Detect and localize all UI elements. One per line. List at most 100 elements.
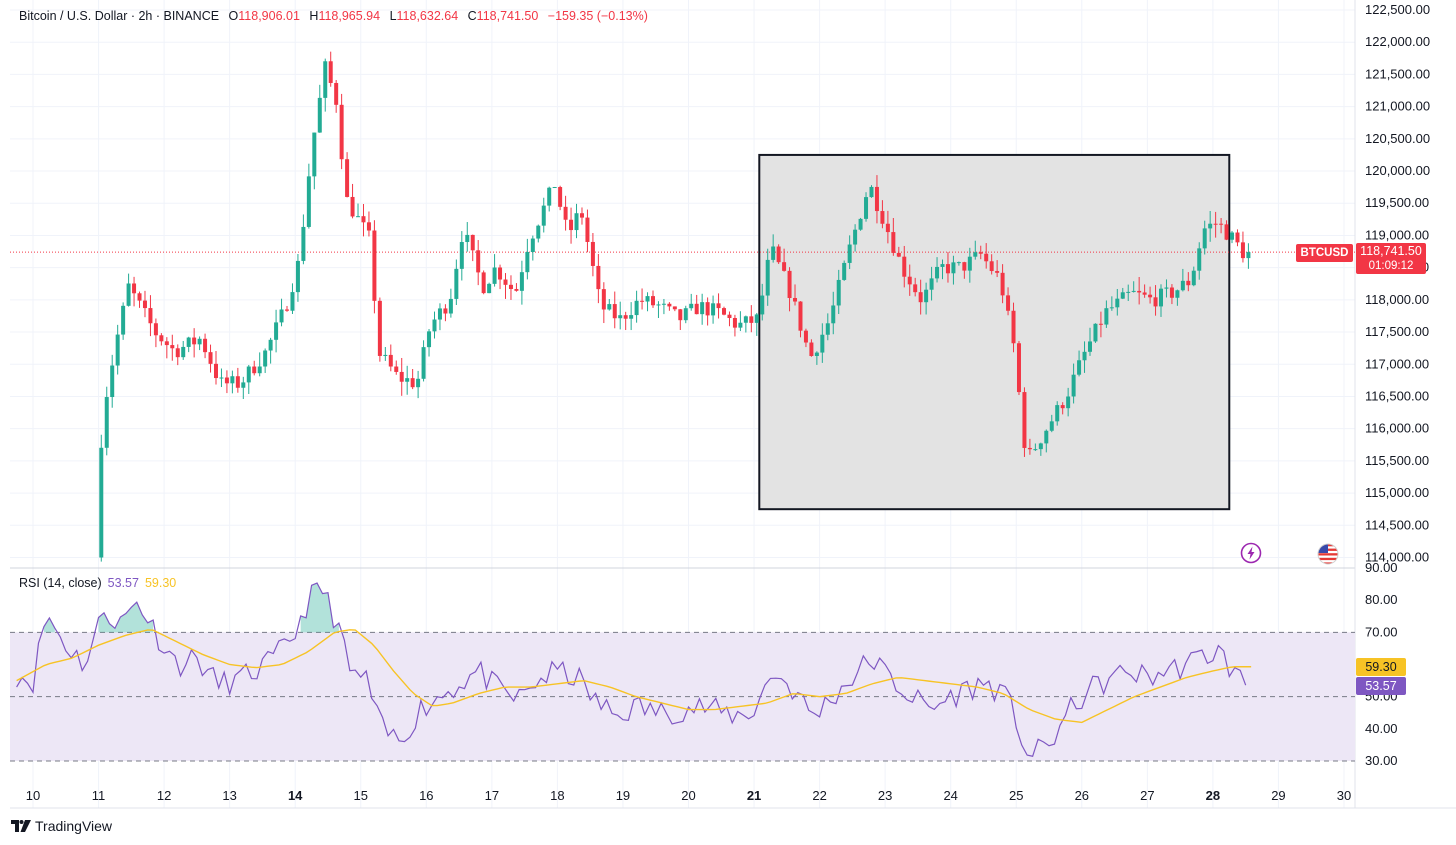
price-tick-label: 115,500.00 (1365, 453, 1429, 468)
candle-body (1213, 223, 1218, 225)
time-axis: 10 11 12 13 14 15 16 17 18 19 20 21 22 23 24 25 26 27 28 29… (26, 788, 1351, 803)
candle-body (1186, 280, 1191, 286)
candle-body (388, 354, 393, 367)
price-tick-label: 114,500.00 (1365, 517, 1429, 532)
candle-body (700, 302, 705, 315)
candle-body (306, 176, 311, 227)
time-tick-label: 11 (92, 788, 106, 803)
time-tick-label: 13 (222, 788, 236, 803)
candle-body (1148, 294, 1153, 298)
candle-body (951, 262, 956, 274)
candle-body (1098, 323, 1103, 325)
candle-body (99, 447, 104, 558)
high-value: 118,965.94 (318, 9, 381, 23)
candle-body (295, 260, 300, 293)
candle-body (1137, 290, 1142, 293)
candle-body (1077, 360, 1082, 375)
candle-body (1180, 280, 1185, 291)
candle-body (350, 196, 355, 217)
candle-body (274, 322, 279, 340)
candle-body (399, 371, 404, 382)
price-tick-label: 121,000.00 (1365, 99, 1430, 114)
candle-body (858, 218, 863, 230)
open-value: 118,906.01 (238, 9, 300, 23)
candle-body (541, 205, 546, 226)
candle-body (175, 348, 180, 358)
close-value: 118,741.50 (476, 9, 539, 23)
candle-body (1230, 232, 1235, 240)
candle-body (498, 267, 503, 280)
rsi-tick-label: 40.00 (1365, 721, 1398, 736)
candle-body (1071, 374, 1076, 397)
candle-body (1109, 307, 1114, 309)
candle-body (1159, 288, 1164, 307)
candle-body (219, 377, 224, 379)
candle-body (574, 213, 579, 231)
candle-body (208, 352, 213, 364)
high-label: H (309, 9, 319, 23)
candle-body (536, 225, 541, 239)
candle-body (683, 308, 688, 321)
candle-body (339, 104, 344, 160)
candle-body (186, 337, 191, 347)
candle-body (126, 283, 131, 306)
candle-body (372, 230, 377, 301)
open-label: O (228, 9, 239, 23)
candle-body (847, 244, 852, 263)
candle-body (623, 315, 628, 319)
candle-body (552, 187, 557, 189)
candle-body (1038, 443, 1043, 450)
candle-body (1197, 248, 1202, 271)
candle-body (525, 251, 530, 273)
price-axis: 122,500.00 122,000.00 121,500.00 121,000.00… (1365, 2, 1430, 565)
candle-body (945, 264, 950, 274)
candle-body (1093, 323, 1098, 342)
candle-body (689, 303, 694, 309)
price-tick-label: 119,500.00 (1365, 195, 1429, 210)
tradingview-brand[interactable]: TradingView (11, 818, 112, 834)
candle-body (820, 334, 825, 353)
candle-body (694, 303, 699, 315)
rsi-label[interactable]: RSI (14, close) (19, 576, 102, 590)
candle-body (1164, 287, 1169, 289)
time-tick-label: 28 (1206, 788, 1220, 803)
candle-body (279, 309, 284, 323)
price-tick-label: 122,500.00 (1365, 2, 1430, 17)
candle-body (984, 253, 989, 262)
candle-body (579, 213, 584, 218)
time-tick-label: 10 (26, 788, 40, 803)
candle-body (421, 347, 426, 379)
symbol-title[interactable]: Bitcoin / U.S. Dollar · 2h · BINANCE (19, 9, 220, 23)
candle-body (1022, 392, 1027, 448)
low-label: L (389, 9, 397, 23)
us-flag-icon[interactable] (1316, 542, 1339, 565)
candle-body (825, 323, 830, 335)
candle-body (1142, 292, 1147, 295)
candle-body (1033, 449, 1038, 451)
candle-body (366, 222, 371, 231)
candle-body (263, 350, 268, 367)
candle-body (290, 292, 295, 311)
candle-body (132, 283, 137, 294)
candle-body (115, 334, 120, 366)
time-tick-label: 27 (1140, 788, 1154, 803)
candle-body (1126, 291, 1131, 293)
time-tick-label: 15 (354, 788, 368, 803)
time-tick-label: 26 (1075, 788, 1089, 803)
lightning-icon[interactable] (1240, 542, 1262, 564)
candle-body (427, 331, 432, 348)
candle-body (1202, 228, 1207, 249)
bar-countdown: 01:09:12 (1368, 260, 1414, 272)
candle-body (590, 241, 595, 266)
time-tick-label: 20 (681, 788, 695, 803)
candle-body (1240, 242, 1245, 259)
candle-body (416, 378, 421, 388)
candle-body (1219, 223, 1224, 225)
candle-body (831, 305, 836, 324)
time-tick-label: 14 (288, 788, 303, 803)
price-tick-label: 119,000.00 (1365, 227, 1429, 242)
candle-body (203, 338, 208, 353)
candle-body (394, 366, 399, 372)
rsi-value: 53.57 (107, 576, 139, 590)
candle-body (754, 314, 759, 323)
